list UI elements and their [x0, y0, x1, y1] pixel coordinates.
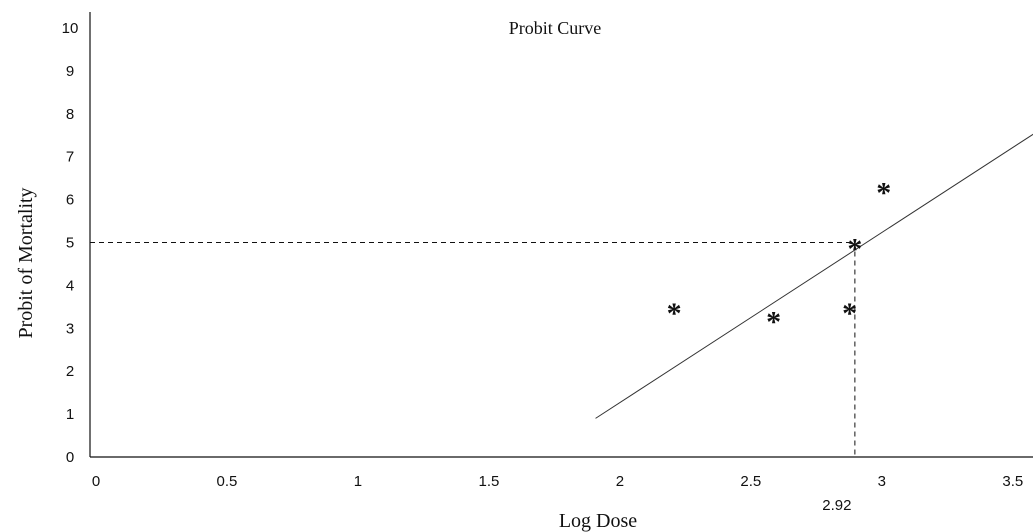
axes	[89, 12, 1033, 458]
y-tick-label: 10	[62, 20, 79, 37]
reference-x-label: 2.92	[822, 497, 851, 514]
y-tick-labels: 0 1 2 3 4 5 6 7 8 9 10	[62, 20, 79, 466]
y-tick-label: 5	[66, 235, 74, 252]
x-tick-label: 0	[92, 473, 100, 490]
y-tick-label: 2	[66, 363, 74, 380]
data-point: *	[842, 297, 857, 330]
y-tick-label: 0	[66, 449, 74, 466]
y-tick-label: 1	[66, 406, 74, 423]
x-tick-label: 2	[616, 473, 624, 490]
y-tick-label: 7	[66, 149, 74, 166]
y-tick-label: 4	[66, 277, 74, 294]
regression-line	[595, 133, 1033, 419]
y-tick-label: 3	[66, 320, 74, 337]
x-tick-label: 0.5	[217, 473, 238, 490]
y-axis-label: Probit of Mortality	[15, 187, 37, 338]
y-tick-label: 8	[66, 106, 74, 123]
x-tick-label: 3	[878, 473, 886, 490]
reference-lines	[90, 242, 856, 457]
data-point: *	[667, 297, 682, 330]
chart-title: Probit Curve	[509, 18, 602, 38]
data-point: *	[766, 305, 781, 338]
x-tick-label: 3.5	[1002, 473, 1023, 490]
regression-line-group	[595, 133, 1033, 419]
y-tick-label: 9	[66, 63, 74, 80]
y-tick-label: 6	[66, 192, 74, 209]
data-point: *	[876, 177, 891, 210]
x-tick-label: 2.5	[740, 473, 761, 490]
x-tick-label: 1	[354, 473, 362, 490]
data-points: * * * * *	[667, 177, 892, 339]
x-tick-labels: 0 0.5 1 1.5 2 2.5 3 3.5	[92, 473, 1023, 490]
data-point: *	[847, 233, 862, 266]
x-axis-label: Log Dose	[559, 510, 637, 532]
x-tick-label: 1.5	[478, 473, 499, 490]
